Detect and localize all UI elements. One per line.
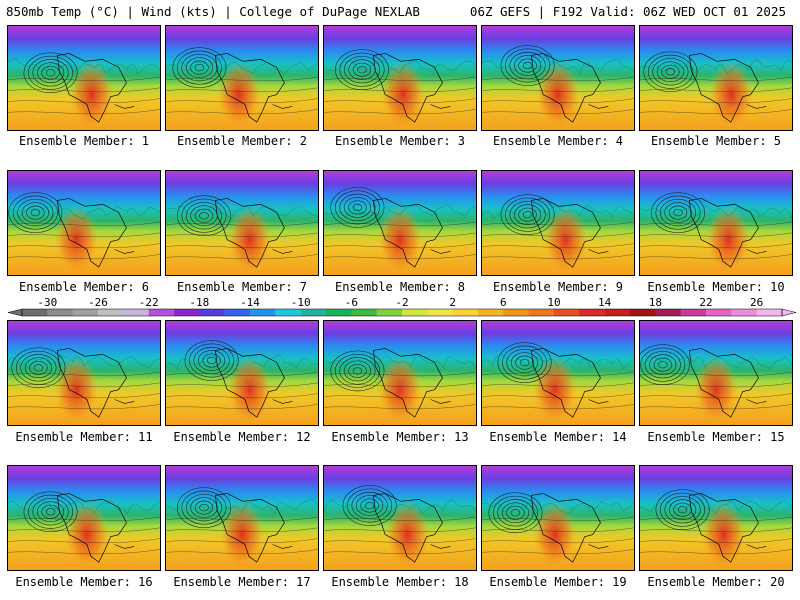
colorbar-segment [123,309,149,316]
colorbar-tick-label: -14 [240,296,260,309]
ensemble-member-map [7,170,161,276]
colorbar-segment [554,309,580,316]
ensemble-member-map [323,320,477,426]
colorbar-segment [98,309,124,316]
colorbar-segment [148,309,175,316]
colorbar-tick-label: -2 [395,296,408,309]
colorbar-segment [503,309,529,316]
ensemble-member-map [165,25,319,131]
colorbar-segment [579,309,605,316]
ensemble-member-label: Ensemble Member: 9 [492,280,624,294]
colorbar-segment [224,309,251,316]
ensemble-member-label: Ensemble Member: 4 [492,134,624,148]
ensemble-member-map [323,170,477,276]
ensemble-member-label: Ensemble Member: 6 [18,280,150,294]
colorbar-tick-label: -6 [345,296,358,309]
colorbar-segment [22,309,48,316]
colorbar-tick-label: -22 [139,296,159,309]
colorbar-tick-label: 2 [449,296,456,309]
ensemble-member-label: Ensemble Member: 15 [647,430,785,444]
ensemble-member-map [639,465,793,571]
colorbar-tick-label: 26 [750,296,763,309]
colorbar-segment [376,309,403,316]
colorbar-high-arrow [781,308,797,317]
ensemble-member-label: Ensemble Member: 20 [647,575,785,589]
colorbar-segment [174,309,200,316]
colorbar-segment [604,309,631,316]
colorbar-tick-label: -30 [37,296,57,309]
colorbar-segment [528,309,555,316]
ensemble-member-label: Ensemble Member: 16 [15,575,153,589]
colorbar-segment [275,309,301,316]
map-title: 850mb Temp (°C) | Wind (kts) | College o… [6,4,420,19]
ensemble-member-label: Ensemble Member: 11 [15,430,153,444]
colorbar-tick-label: -10 [291,296,311,309]
ensemble-member-map [639,170,793,276]
colorbar-segment [452,309,479,316]
ensemble-member-map [165,170,319,276]
colorbar-segment [680,309,707,316]
run-valid-time: 06Z GEFS | F192 Valid: 06Z WED OCT 01 20… [469,4,786,19]
colorbar-segment [402,309,428,316]
ensemble-member-label: Ensemble Member: 8 [334,280,466,294]
colorbar-segment [199,309,225,316]
ensemble-member-label: Ensemble Member: 13 [331,430,469,444]
colorbar-low-arrow [7,308,23,317]
ensemble-member-map [639,25,793,131]
ensemble-member-label: Ensemble Member: 10 [647,280,785,294]
colorbar-tick-label: 22 [699,296,712,309]
colorbar-segment [47,309,73,316]
colorbar-segment [478,309,504,316]
colorbar-segment [250,309,276,316]
ensemble-member-label: Ensemble Member: 17 [173,575,311,589]
colorbar-tick-label: -18 [189,296,209,309]
ensemble-member-label: Ensemble Member: 2 [176,134,308,148]
colorbar-segment [351,309,377,316]
ensemble-member-label: Ensemble Member: 18 [331,575,469,589]
colorbar-segment [630,309,656,316]
ensemble-member-map [481,25,635,131]
ensemble-member-map [323,25,477,131]
ensemble-member-map [481,170,635,276]
ensemble-member-label: Ensemble Member: 19 [489,575,627,589]
colorbar-segment [731,309,757,316]
colorbar-tick-label: 10 [547,296,560,309]
ensemble-member-label: Ensemble Member: 1 [18,134,150,148]
colorbar-segment [72,309,99,316]
colorbar-segment [300,309,327,316]
colorbar-segment [326,309,352,316]
colorbar-segment [427,309,453,316]
ensemble-member-label: Ensemble Member: 12 [173,430,311,444]
ensemble-member-map [481,320,635,426]
ensemble-member-map [7,465,161,571]
ensemble-member-map [481,465,635,571]
ensemble-member-label: Ensemble Member: 5 [650,134,782,148]
ensemble-member-map [639,320,793,426]
colorbar-tick-label: -26 [88,296,108,309]
colorbar-segment [756,309,783,316]
ensemble-member-map [165,465,319,571]
ensemble-member-label: Ensemble Member: 14 [489,430,627,444]
temperature-colorbar: -30-26-22-18-14-10-6-2261014182226303438… [7,296,797,317]
ensemble-member-map [7,320,161,426]
ensemble-member-map [323,465,477,571]
colorbar-tick-label: 14 [598,296,612,309]
colorbar-tick-label: 6 [500,296,507,309]
colorbar-tick-label: 18 [649,296,662,309]
ensemble-member-map [7,25,161,131]
colorbar-segment [655,309,681,316]
ensemble-member-label: Ensemble Member: 3 [334,134,466,148]
colorbar-segment [706,309,732,316]
ensemble-member-label: Ensemble Member: 7 [176,280,308,294]
ensemble-member-map [165,320,319,426]
